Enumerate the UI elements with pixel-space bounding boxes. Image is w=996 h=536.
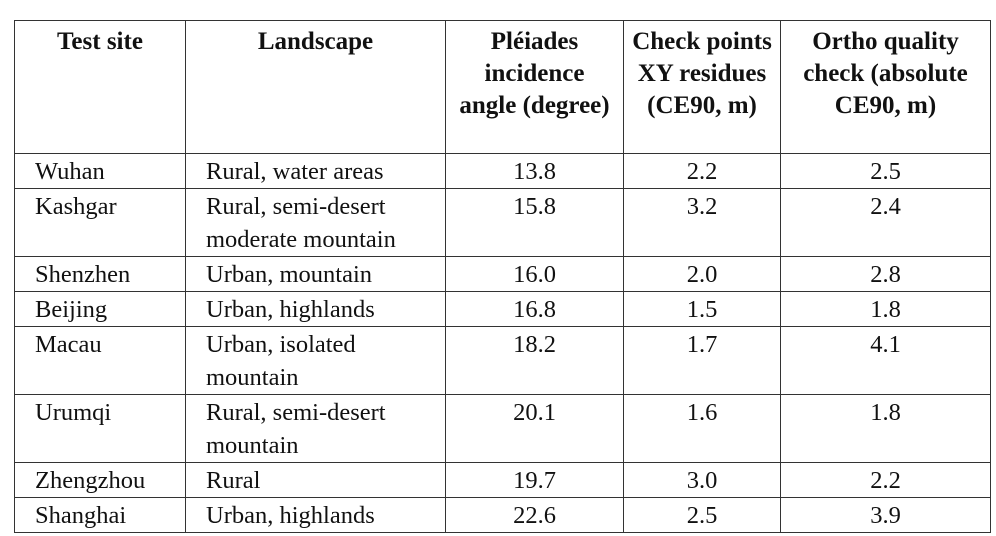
cell-landscape: Rural [185, 462, 446, 498]
results-table: Test site Landscape Pléiades incidence a… [14, 20, 991, 533]
cell-landscape: Rural, water areas [185, 153, 446, 189]
cell-ortho: 2.5 [780, 153, 991, 189]
cell-site: Beijing [14, 291, 186, 327]
table-row: Shenzhen Urban, mountain 16.0 2.0 2.8 [14, 256, 991, 292]
cell-angle: 18.2 [445, 326, 624, 395]
cell-landscape: Rural, semi-desert moderate mountain [185, 188, 446, 257]
table-row: Macau Urban, isolated mountain 18.2 1.7 … [14, 326, 991, 395]
cell-site: Zhengzhou [14, 462, 186, 498]
cell-angle: 20.1 [445, 394, 624, 463]
cell-angle: 16.8 [445, 291, 624, 327]
cell-residues: 1.7 [623, 326, 781, 395]
cell-landscape: Rural, semi-desert mountain [185, 394, 446, 463]
cell-residues: 2.5 [623, 497, 781, 533]
cell-angle: 19.7 [445, 462, 624, 498]
cell-angle: 16.0 [445, 256, 624, 292]
cell-ortho: 1.8 [780, 394, 991, 463]
cell-landscape: Urban, isolated mountain [185, 326, 446, 395]
cell-angle: 15.8 [445, 188, 624, 257]
table-row: Beijing Urban, highlands 16.8 1.5 1.8 [14, 291, 991, 327]
cell-ortho: 2.8 [780, 256, 991, 292]
cell-residues: 2.0 [623, 256, 781, 292]
table-row: Shanghai Urban, highlands 22.6 2.5 3.9 [14, 497, 991, 533]
table-row: Kashgar Rural, semi-desert moderate moun… [14, 188, 991, 257]
header-test-site: Test site [14, 20, 186, 154]
cell-ortho: 2.4 [780, 188, 991, 257]
cell-residues: 1.5 [623, 291, 781, 327]
cell-site: Wuhan [14, 153, 186, 189]
cell-site: Macau [14, 326, 186, 395]
cell-landscape: Urban, highlands [185, 291, 446, 327]
cell-landscape: Urban, highlands [185, 497, 446, 533]
cell-residues: 2.2 [623, 153, 781, 189]
cell-ortho: 2.2 [780, 462, 991, 498]
cell-ortho: 3.9 [780, 497, 991, 533]
cell-site: Shanghai [14, 497, 186, 533]
cell-ortho: 4.1 [780, 326, 991, 395]
cell-residues: 1.6 [623, 394, 781, 463]
cell-residues: 3.0 [623, 462, 781, 498]
table-row: Zhengzhou Rural 19.7 3.0 2.2 [14, 462, 991, 498]
cell-ortho: 1.8 [780, 291, 991, 327]
cell-site: Urumqi [14, 394, 186, 463]
header-check-points-residues: Check points XY residues (CE90, m) [623, 20, 781, 154]
cell-angle: 13.8 [445, 153, 624, 189]
cell-site: Shenzhen [14, 256, 186, 292]
cell-angle: 22.6 [445, 497, 624, 533]
table-row: Wuhan Rural, water areas 13.8 2.2 2.5 [14, 153, 991, 189]
cell-landscape: Urban, mountain [185, 256, 446, 292]
cell-site: Kashgar [14, 188, 186, 257]
header-incidence-angle: Pléiades incidence angle (degree) [445, 20, 624, 154]
cell-residues: 3.2 [623, 188, 781, 257]
header-ortho-quality: Ortho quality check (absolute CE90, m) [780, 20, 991, 154]
header-row: Test site Landscape Pléiades incidence a… [14, 20, 991, 154]
table-row: Urumqi Rural, semi-desert mountain 20.1 … [14, 394, 991, 463]
header-landscape: Landscape [185, 20, 446, 154]
